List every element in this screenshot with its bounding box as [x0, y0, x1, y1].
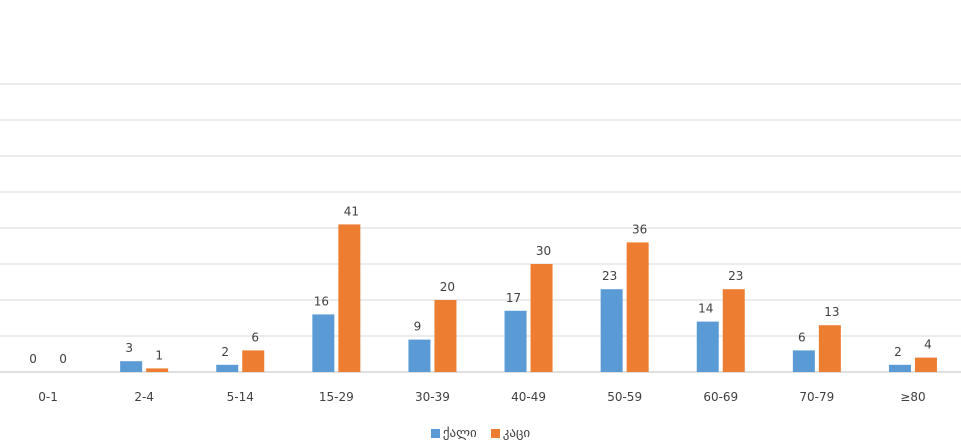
bar-series-0-2-4	[120, 361, 143, 372]
bar-series-0-5-14	[216, 364, 239, 372]
bar-series-1-60-69	[722, 289, 745, 372]
data-label-series-0-70-79: 6	[798, 330, 806, 344]
bar-series-0-50-59	[600, 289, 623, 372]
bar-series-0-70-79	[792, 350, 815, 372]
bar-series-0-30-39	[408, 339, 431, 372]
gridlines	[0, 83, 961, 373]
bar-series-1-5-14	[242, 350, 265, 372]
legend-swatch-series-1	[490, 429, 500, 438]
bar-series-1-≥80	[914, 357, 937, 372]
category-tick-labels: 0-1 2-4 5-14 15-29 30-39 40-49 50-59 60-69 70-79…	[38, 390, 925, 404]
tick-label-30-39: 30-39	[415, 390, 450, 404]
tick-label-40-49: 40-49	[511, 390, 546, 404]
data-label-series-1-2-4: 1	[155, 348, 163, 362]
bar-series-0-15-29	[312, 314, 335, 372]
data-label-series-0-30-39: 9	[414, 320, 422, 334]
bar-series-1-2-4	[146, 368, 169, 372]
legend-label-series-0: ქალი	[442, 426, 477, 441]
data-label-series-1-0-1: 0	[59, 352, 67, 366]
data-label-series-1-60-69: 23	[728, 269, 743, 283]
legend-item-series-1: კაცი	[490, 426, 531, 441]
bar-series-1-70-79	[818, 325, 841, 372]
data-label-series-0-≥80: 2	[894, 345, 902, 359]
tick-label-60-69: 60-69	[703, 390, 738, 404]
tick-label-0-1: 0-1	[38, 390, 58, 404]
data-label-series-0-2-4: 3	[125, 341, 133, 355]
data-label-series-1-30-39: 20	[440, 280, 455, 294]
data-label-series-0-60-69: 14	[698, 302, 713, 316]
bar-series-0-40-49	[504, 310, 527, 372]
legend-swatch-series-0	[430, 429, 440, 438]
data-label-series-0-15-29: 16	[314, 294, 329, 308]
tick-label-50-59: 50-59	[607, 390, 642, 404]
data-label-series-1-70-79: 13	[824, 305, 839, 319]
bar-series-0-60-69	[696, 321, 719, 372]
bar-series-0-≥80	[888, 364, 911, 372]
bar-series-1-40-49	[530, 264, 553, 372]
data-label-series-1-15-29: 41	[344, 204, 359, 218]
tick-label-70-79: 70-79	[799, 390, 834, 404]
data-labels: 0 0 3 1 2 6 16 41 9 20 17 30 23 36 14 23 6 13 2 4	[29, 204, 932, 366]
legend-item-series-0: ქალი	[430, 426, 477, 441]
tick-label-5-14: 5-14	[227, 390, 254, 404]
bars	[120, 224, 937, 372]
data-label-series-0-50-59: 23	[602, 269, 617, 283]
tick-label-15-29: 15-29	[319, 390, 354, 404]
legend: ქალი კაცი	[0, 426, 961, 441]
bar-series-1-50-59	[626, 242, 649, 372]
data-label-series-1-50-59: 36	[632, 222, 647, 236]
data-label-series-1-40-49: 30	[536, 244, 551, 258]
data-label-series-0-5-14: 2	[221, 345, 229, 359]
data-label-series-1-5-14: 6	[251, 330, 259, 344]
data-label-series-0-40-49: 17	[506, 291, 521, 305]
data-label-series-0-0-1: 0	[29, 352, 37, 366]
bar-series-1-15-29	[338, 224, 361, 372]
tick-label-≥80: ≥80	[900, 390, 925, 404]
data-label-series-1-≥80: 4	[924, 338, 932, 352]
legend-label-series-1: კაცი	[502, 426, 531, 441]
bar-series-1-30-39	[434, 300, 457, 372]
tick-label-2-4: 2-4	[134, 390, 154, 404]
